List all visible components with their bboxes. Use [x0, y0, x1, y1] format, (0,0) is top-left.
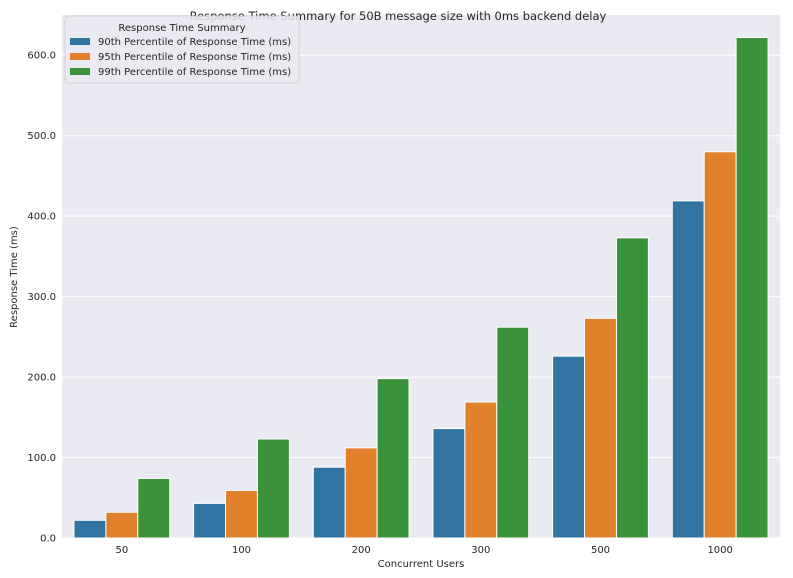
y-tick-label: 200.0: [27, 373, 56, 384]
plot-area: [62, 15, 780, 538]
legend: Response Time Summary 90th Percentile of…: [64, 15, 300, 84]
bar-100-series-2: [256, 438, 290, 539]
bar-1000-series-0: [671, 200, 705, 539]
legend-box: [64, 15, 300, 84]
legend-swatch: [70, 38, 90, 45]
bar-100-series-0: [193, 502, 227, 539]
x-tick-labels: 50 100 200 300 500 1000: [115, 545, 732, 556]
bar-1000-series-1: [703, 151, 737, 539]
y-axis-label: Response Time (ms): [9, 226, 20, 328]
bar-1000-series-2: [735, 37, 769, 539]
x-tick-label: 300: [471, 545, 490, 556]
y-tick-label: 400.0: [27, 212, 56, 223]
bars: [73, 37, 769, 539]
x-tick-label: 100: [232, 545, 251, 556]
x-tick-label: 50: [115, 545, 128, 556]
y-tick-label: 100.0: [27, 453, 56, 464]
bar-300-series-1: [464, 401, 498, 539]
x-tick-label: 200: [352, 545, 371, 556]
y-tick-label: 0.0: [40, 534, 56, 545]
x-tick-label: 1000: [707, 545, 732, 556]
bar-500-series-1: [584, 317, 617, 539]
bar-300-series-2: [496, 326, 530, 539]
x-tick-label: 500: [591, 545, 610, 556]
bar-100-series-1: [225, 490, 258, 539]
legend-label: 90th Percentile of Response Time (ms): [98, 37, 291, 48]
x-axis-label: Concurrent Users: [378, 559, 465, 570]
bar-50-series-1: [105, 511, 139, 539]
y-tick-labels: 0.0 100.0 200.0 300.0 400.0 500.0 600.0: [27, 51, 56, 545]
legend-swatch: [70, 53, 90, 60]
legend-title: Response Time Summary: [118, 23, 245, 34]
bar-200-series-1: [344, 447, 378, 539]
bar-500-series-0: [552, 355, 586, 539]
bar-200-series-0: [312, 466, 346, 539]
bar-300-series-0: [432, 428, 466, 539]
bar-50-series-2: [137, 477, 171, 539]
legend-label: 95th Percentile of Response Time (ms): [98, 52, 291, 63]
bar-200-series-2: [376, 378, 410, 539]
grid-lines: [62, 54, 780, 539]
legend-label: 99th Percentile of Response Time (ms): [98, 67, 291, 78]
y-tick-label: 600.0: [27, 51, 56, 62]
legend-swatch: [70, 68, 90, 75]
bar-50-series-0: [73, 519, 107, 539]
legend-entries: 90th Percentile of Response Time (ms) 95t…: [70, 37, 291, 78]
y-tick-label: 500.0: [27, 131, 56, 142]
y-tick-label: 300.0: [27, 292, 56, 303]
bar-500-series-2: [615, 237, 649, 539]
